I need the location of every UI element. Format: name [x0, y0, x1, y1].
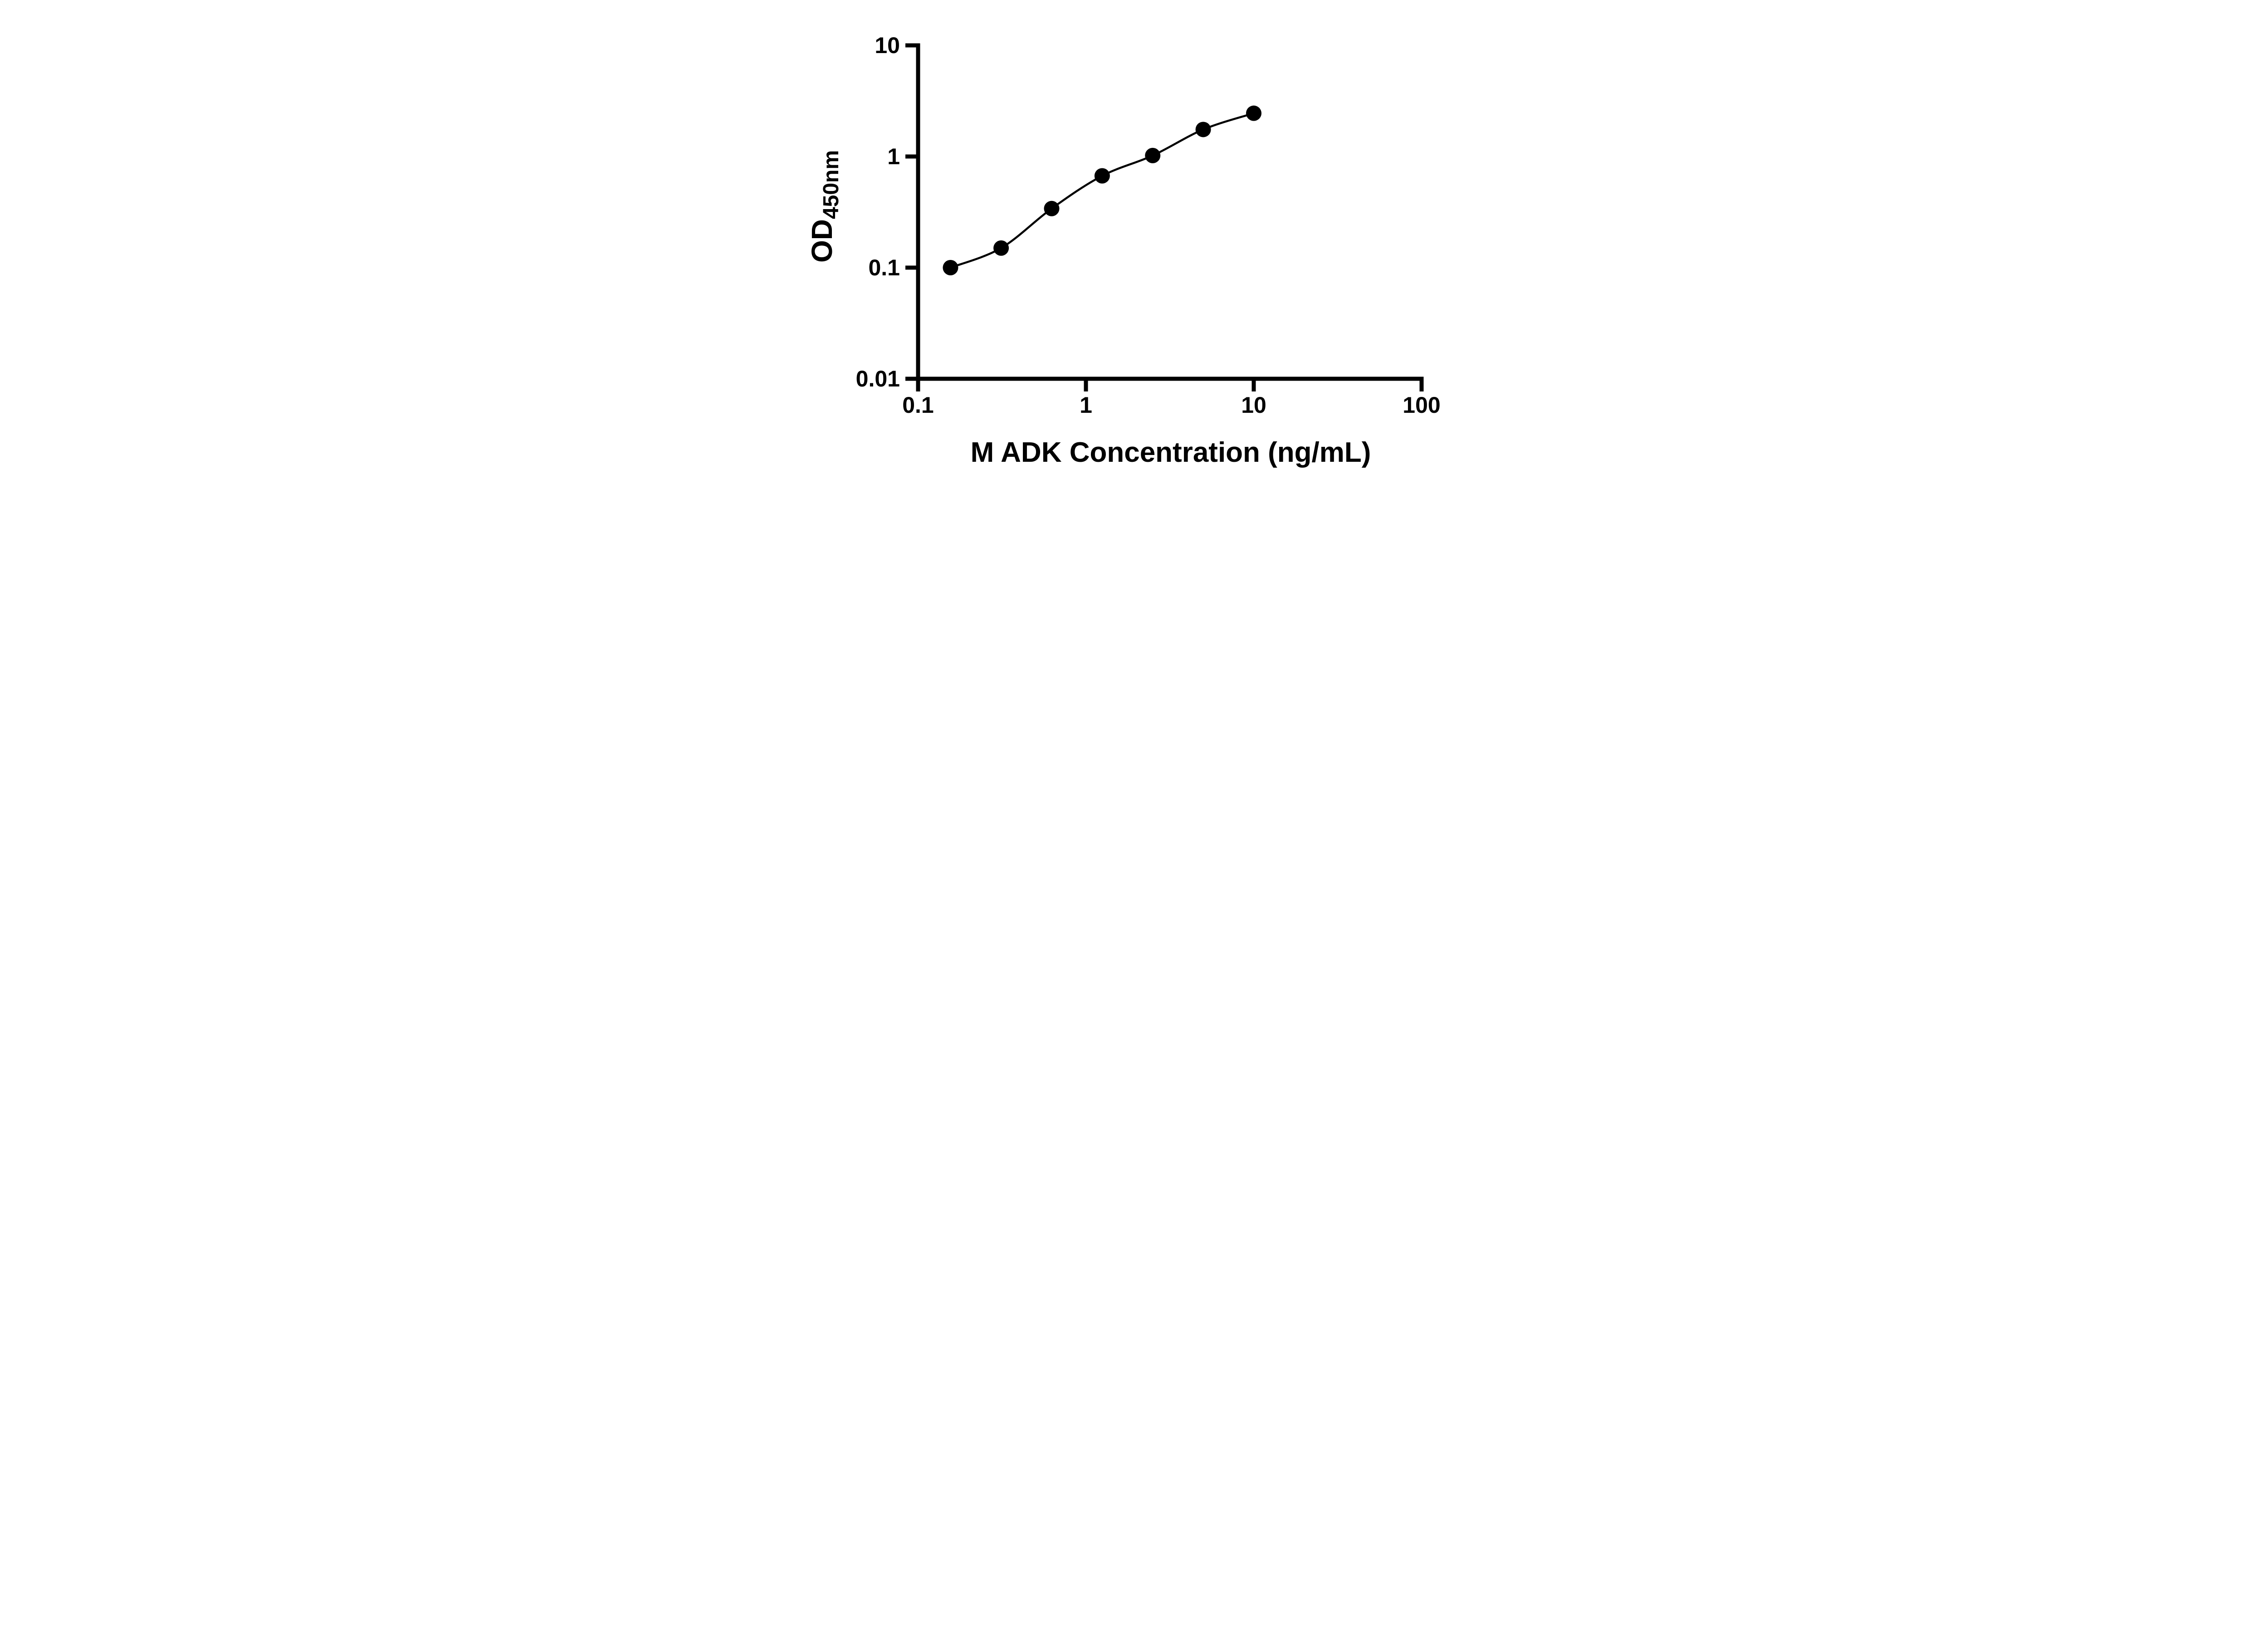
data-point: [993, 240, 1009, 256]
axes-spines: [916, 43, 1424, 381]
x-axis-title: M ADK Concentration (ng/mL): [971, 437, 1371, 468]
y-tick-label: 10: [875, 33, 900, 58]
x-tick-label: 1: [1080, 392, 1092, 418]
x-tick-label: 10: [1241, 392, 1266, 418]
y-axis-title-subscript: 450nm: [819, 150, 843, 219]
y-tick-label: 0.1: [868, 255, 900, 280]
data-point: [943, 260, 958, 275]
data-point: [1044, 200, 1060, 216]
y-axis-title: OD450nm: [806, 150, 843, 263]
x-tick-label: 100: [1403, 392, 1440, 418]
y-tick-label: 1: [887, 144, 900, 169]
data-point: [1094, 168, 1110, 184]
data-point: [1246, 105, 1261, 121]
x-tick-label: 0.1: [902, 392, 934, 418]
data-point: [1195, 122, 1211, 137]
y-axis-title-main: OD: [806, 219, 838, 263]
data-point: [1145, 147, 1161, 163]
elisa-standard-curve-figure: 0.1 1 10 100 0.01 0.1 1 10 M ADK Concentration …: [784, 0, 1484, 490]
y-tick-label: 0.01: [856, 366, 900, 391]
